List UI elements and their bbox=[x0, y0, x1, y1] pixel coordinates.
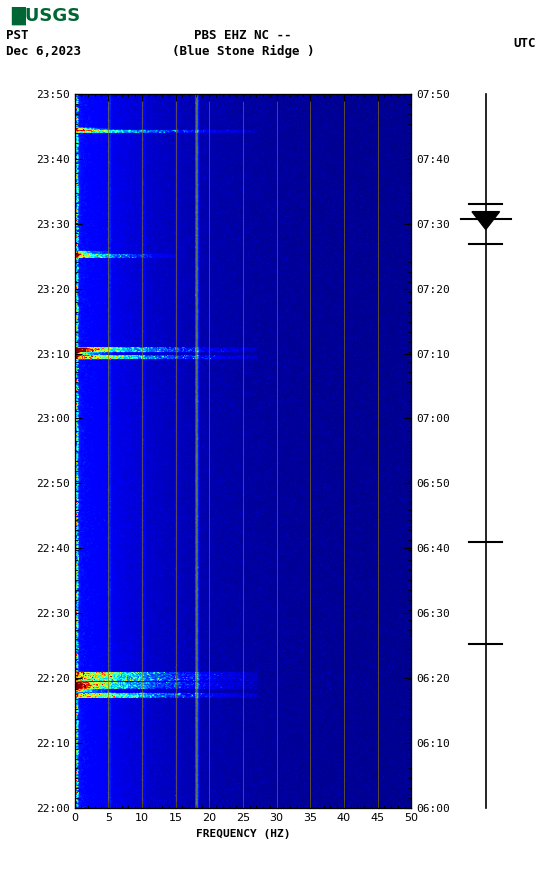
Text: █USGS: █USGS bbox=[11, 6, 80, 25]
Text: UTC: UTC bbox=[513, 38, 535, 50]
Text: PST: PST bbox=[6, 29, 28, 42]
Text: Dec 6,2023: Dec 6,2023 bbox=[6, 46, 81, 58]
X-axis label: FREQUENCY (HZ): FREQUENCY (HZ) bbox=[195, 829, 290, 839]
Text: PBS EHZ NC --: PBS EHZ NC -- bbox=[194, 29, 291, 42]
Text: (Blue Stone Ridge ): (Blue Stone Ridge ) bbox=[172, 46, 314, 58]
